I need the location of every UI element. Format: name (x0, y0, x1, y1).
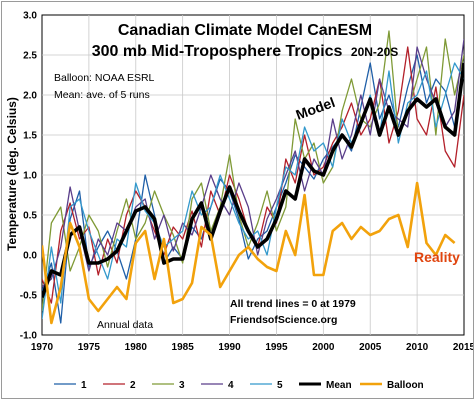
series-line-4 (42, 38, 464, 288)
y-tick-label: 2.0 (23, 91, 37, 102)
chart-title-main: 300 mb Mid-Troposphere Tropics (92, 43, 343, 60)
x-tick-label: 1980 (125, 342, 148, 353)
legend-label-4: 4 (228, 380, 234, 391)
gridlines (42, 15, 464, 335)
annotation-annual-data: Annual data (97, 319, 153, 331)
y-tick-label: 2.5 (23, 51, 37, 62)
x-tick-label: 1995 (265, 342, 288, 353)
x-tick-labels: 1970 1975 1980 1985 1990 1995 2000 2005 2010 2015 (31, 342, 473, 353)
annotation-trend-note: All trend lines = 0 at 1979 (230, 298, 356, 310)
chart-title-region: 20N-20S (351, 45, 398, 59)
series-layer (42, 30, 464, 325)
legend-label-mean: Mean (326, 380, 352, 391)
y-tick-label: 0.0 (23, 251, 37, 262)
x-tick-label: 1975 (78, 342, 101, 353)
series-line-balloon (42, 181, 456, 325)
legend-label-2: 2 (130, 380, 136, 391)
y-tick-labels: 3.0 2.5 2.0 1.5 1.0 0.5 0.0 -0.5 -1.0 (20, 11, 38, 342)
x-tick-label: 2000 (312, 342, 335, 353)
series-line-mean (42, 62, 464, 299)
y-tick-label: 1.5 (23, 131, 37, 142)
y-tick-label: 0.5 (23, 211, 37, 222)
x-tick-label: 2015 (453, 342, 473, 353)
y-tick-label: -0.5 (20, 291, 38, 302)
y-axis-label: Temperature (deg. Celsius) (5, 97, 19, 251)
chart-title-line1: Canadian Climate Model CanESM (118, 22, 372, 39)
legend: 1 2 3 4 5 Mean Balloon (54, 380, 424, 391)
legend-label-3: 3 (179, 380, 185, 391)
x-tick-label: 1970 (31, 342, 54, 353)
legend-label-5: 5 (277, 380, 283, 391)
annotation-mean-note: Mean: ave. of 5 runs (54, 89, 150, 101)
y-tick-label: -1.0 (20, 331, 38, 342)
x-tick-label: 2005 (359, 342, 382, 353)
annotation-site: FriendsofScience.org (230, 314, 337, 326)
x-tick-label: 2010 (406, 342, 429, 353)
x-tick-label: 1985 (172, 342, 195, 353)
annotation-reality-label: Reality (414, 249, 460, 265)
x-tick-label: 1990 (218, 342, 241, 353)
annotation-balloon-source: Balloon: NOAA ESRL (54, 72, 155, 84)
series-line-5 (42, 62, 464, 320)
y-tick-label: 3.0 (23, 11, 37, 22)
chart-title-line2: 300 mb Mid-Troposphere Tropics 20N-20S (92, 43, 399, 60)
y-tick-label: 1.0 (23, 171, 37, 182)
legend-label-balloon: Balloon (387, 380, 424, 391)
legend-label-1: 1 (81, 380, 87, 391)
